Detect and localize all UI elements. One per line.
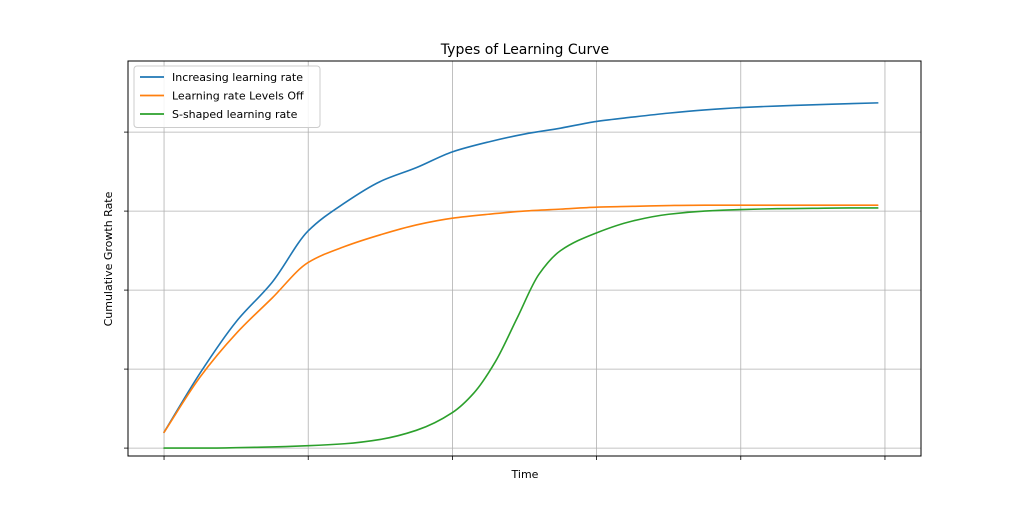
series-line-2 [163, 204, 879, 434]
legend: Increasing learning rate Learning rate Le… [133, 65, 321, 128]
plot-frame [127, 60, 922, 457]
series-line-3 [163, 207, 879, 449]
legend-box [133, 65, 321, 128]
legend-label: Increasing learning rate [172, 71, 303, 84]
chart-title: Types of Learning Curve [440, 42, 609, 58]
ticks [124, 131, 886, 460]
plot-area [163, 102, 879, 449]
x-axis-label: Time [511, 468, 539, 481]
grid [128, 61, 921, 456]
y-axis-label: Cumulative Growth Rate [102, 191, 115, 326]
legend-label: Learning rate Levels Off [172, 90, 304, 103]
series-line-1 [163, 102, 879, 434]
legend-label: S-shaped learning rate [172, 108, 298, 121]
